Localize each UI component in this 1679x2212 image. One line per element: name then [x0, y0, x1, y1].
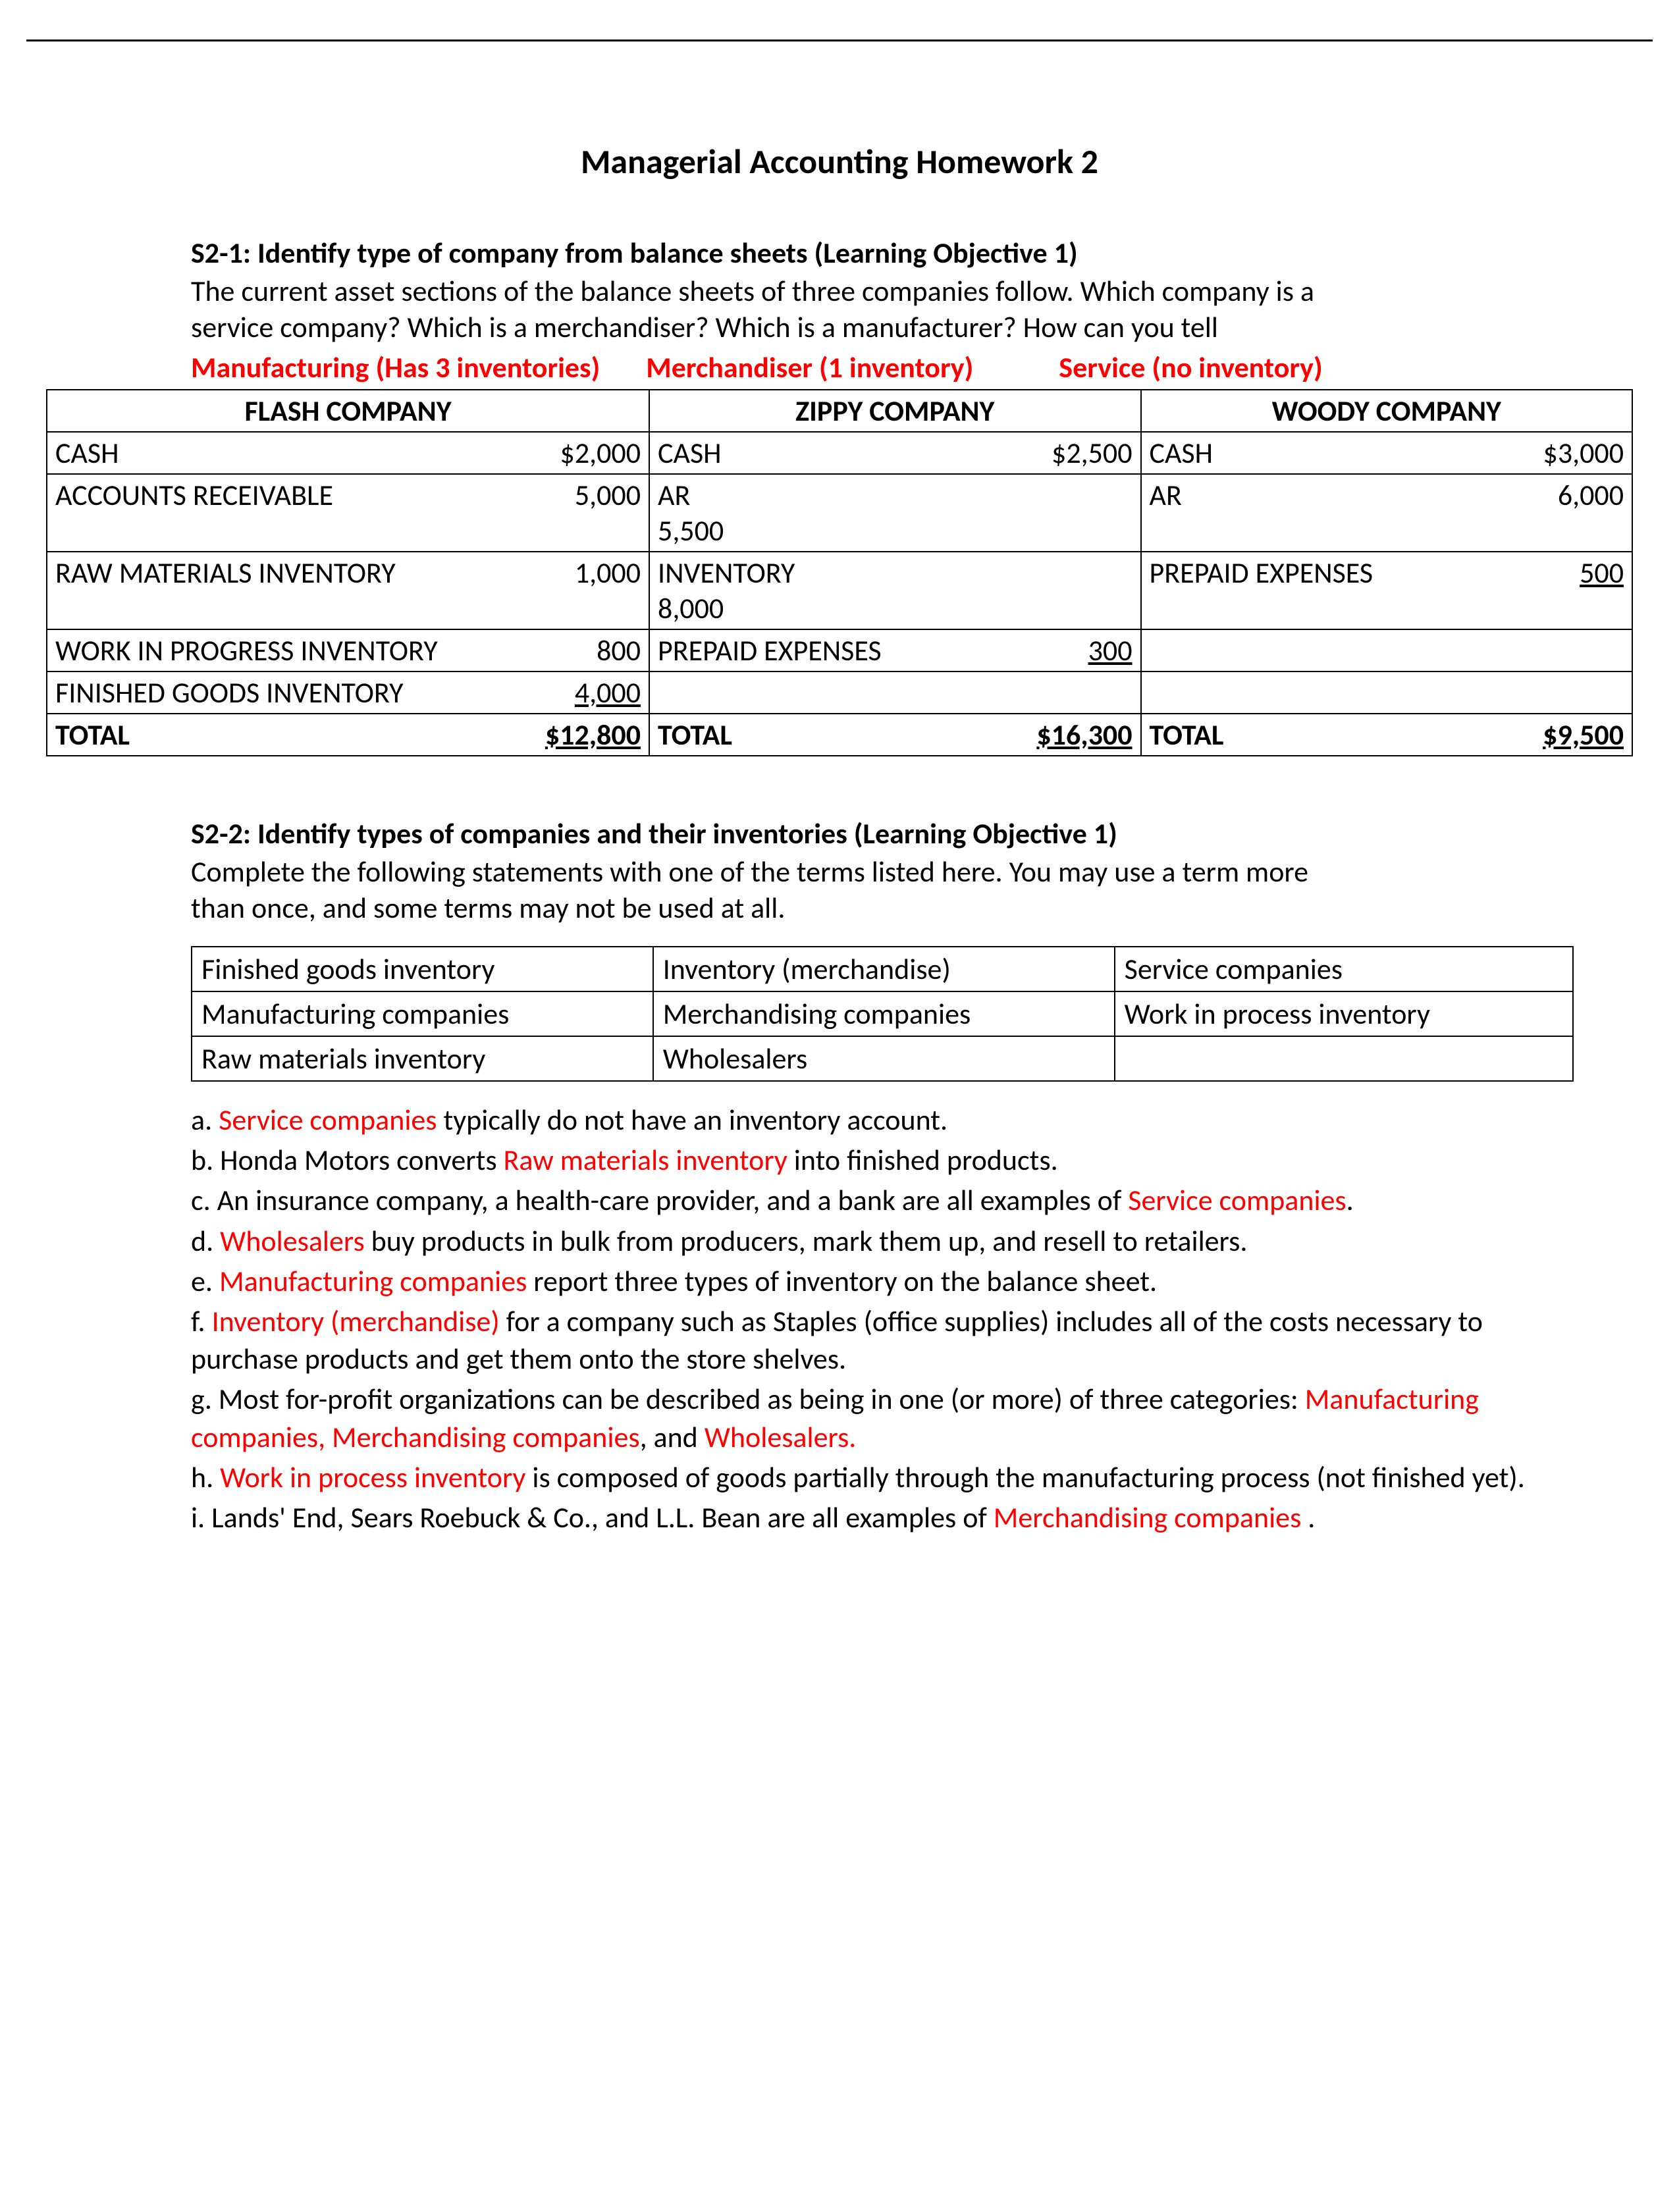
zippy-ar: AR5,500 [649, 474, 1140, 552]
table-row: ACCOUNTS RECEIVABLE5,000 AR5,500 AR6,000 [47, 474, 1632, 552]
table-header-row: FLASH COMPANY ZIPPY COMPANY WOODY COMPAN… [47, 390, 1632, 432]
term-cell: Wholesalers [653, 1036, 1115, 1081]
q1-block: S2-1: Identify type of company from bala… [191, 235, 1574, 385]
term-cell: Service companies [1115, 947, 1573, 991]
statement-b: b. Honda Motors converts Raw materials i… [191, 1142, 1574, 1179]
flash-ar: ACCOUNTS RECEIVABLE5,000 [55, 477, 641, 513]
statement-i: i. Lands' End, Sears Roebuck & Co., and … [191, 1499, 1574, 1537]
term-cell: Raw materials inventory [192, 1036, 653, 1081]
q2-prompt-line1: Complete the following statements with o… [191, 854, 1574, 890]
q2-prompt-line2: than once, and some terms may not be use… [191, 890, 1574, 926]
empty-cell [1141, 672, 1633, 714]
terms-table: Finished goods inventory Inventory (merc… [191, 946, 1574, 1082]
zippy-cash: CASH$2,500 [658, 435, 1132, 471]
flash-total: TOTAL$12,800 [55, 717, 641, 752]
table-row: WORK IN PROGRESS INVENTORY800 PREPAID EX… [47, 629, 1632, 672]
q2-heading: S2-2: Identify types of companies and th… [191, 816, 1574, 851]
flash-header: FLASH COMPANY [47, 390, 649, 432]
q1-answer-service: Service (no inventory) [1059, 350, 1322, 385]
statement-e: e. Manufacturing companies report three … [191, 1263, 1574, 1300]
q1-heading: S2-1: Identify type of company from bala… [191, 235, 1574, 271]
balance-sheet-table: FLASH COMPANY ZIPPY COMPANY WOODY COMPAN… [46, 389, 1633, 756]
statement-a: a. Service companies typically do not ha… [191, 1101, 1574, 1139]
table-row: Manufacturing companies Merchandising co… [192, 991, 1573, 1036]
term-cell: Work in process inventory [1115, 991, 1573, 1036]
term-cell: Merchandising companies [653, 991, 1115, 1036]
statement-c: c. An insurance company, a health-care p… [191, 1182, 1574, 1219]
term-cell [1115, 1036, 1573, 1081]
statements-list: a. Service companies typically do not ha… [191, 1101, 1574, 1537]
woody-total: TOTAL$9,500 [1150, 717, 1624, 752]
term-cell: Finished goods inventory [192, 947, 653, 991]
statement-h: h. Work in process inventory is composed… [191, 1459, 1574, 1496]
woody-prepaid: PREPAID EXPENSES500 [1150, 555, 1624, 591]
page-content: Managerial Accounting Homework 2 S2-1: I… [0, 101, 1679, 1566]
zippy-inventory: INVENTORY8,000 [649, 552, 1140, 629]
statement-f: f. Inventory (merchandise) for a company… [191, 1303, 1574, 1378]
q1-prompt-line2: service company? Which is a merchandiser… [191, 309, 1574, 346]
flash-cash: CASH$2,000 [55, 435, 641, 471]
flash-raw-materials: RAW MATERIALS INVENTORY1,000 [55, 555, 641, 591]
page-title: Managerial Accounting Homework 2 [26, 140, 1653, 182]
flash-finished-goods: FINISHED GOODS INVENTORY4,000 [55, 675, 641, 710]
term-cell: Manufacturing companies [192, 991, 653, 1036]
table-row: Raw materials inventory Wholesalers [192, 1036, 1573, 1081]
woody-cash: CASH$3,000 [1150, 435, 1624, 471]
q1-answer-row: Manufacturing (Has 3 inventories) Mercha… [191, 350, 1574, 385]
empty-cell [1141, 629, 1633, 672]
empty-cell [649, 672, 1140, 714]
zippy-prepaid: PREPAID EXPENSES300 [658, 633, 1132, 668]
q1-prompt-line1: The current asset sections of the balanc… [191, 273, 1574, 309]
term-cell: Inventory (merchandise) [653, 947, 1115, 991]
q1-answer-merchandiser: Merchandiser (1 inventory) [646, 350, 973, 385]
top-horizontal-rule [26, 40, 1653, 41]
table-row: CASH$2,000 CASH$2,500 CASH$3,000 [47, 432, 1632, 474]
q2-block: S2-2: Identify types of companies and th… [191, 816, 1574, 1537]
flash-wip: WORK IN PROGRESS INVENTORY800 [55, 633, 641, 668]
table-row: RAW MATERIALS INVENTORY1,000 INVENTORY8,… [47, 552, 1632, 629]
zippy-total: TOTAL$16,300 [658, 717, 1132, 752]
q1-answer-manufacturing: Manufacturing (Has 3 inventories) [191, 350, 600, 385]
zippy-header: ZIPPY COMPANY [649, 390, 1140, 432]
statement-d: d. Wholesalers buy products in bulk from… [191, 1223, 1574, 1260]
woody-ar: AR6,000 [1150, 477, 1624, 513]
table-row: Finished goods inventory Inventory (merc… [192, 947, 1573, 991]
statement-g: g. Most for-profit organizations can be … [191, 1381, 1574, 1456]
table-total-row: TOTAL$12,800 TOTAL$16,300 TOTAL$9,500 [47, 714, 1632, 756]
woody-header: WOODY COMPANY [1141, 390, 1633, 432]
table-row: FINISHED GOODS INVENTORY4,000 [47, 672, 1632, 714]
